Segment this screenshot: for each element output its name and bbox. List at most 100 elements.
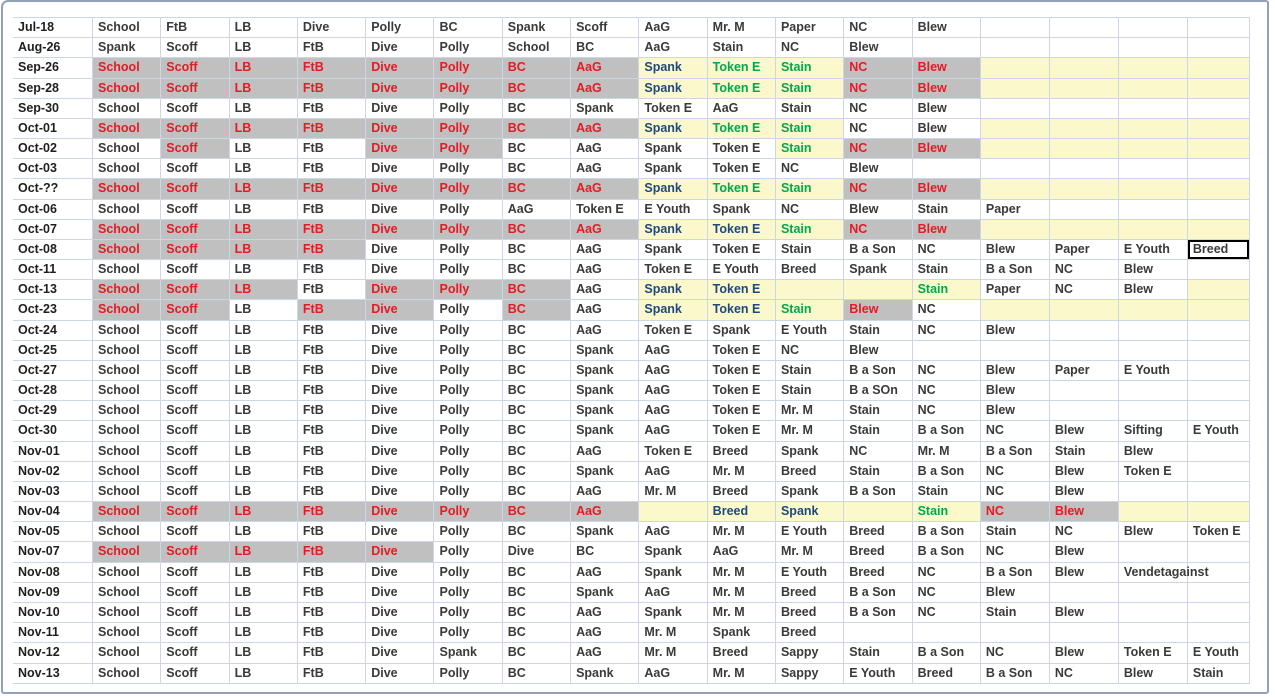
sheet-cell[interactable]: Breed [707, 643, 776, 664]
sheet-cell[interactable] [1187, 219, 1250, 240]
sheet-cell[interactable]: Dive [366, 260, 435, 281]
sheet-cell[interactable]: FtB [297, 139, 367, 160]
sheet-cell[interactable]: FtB [297, 643, 367, 664]
sheet-cell[interactable]: NC [980, 421, 1050, 442]
sheet-cell[interactable]: Spank [571, 340, 640, 361]
row-date-cell[interactable]: Nov-04 [13, 502, 93, 523]
sheet-cell[interactable]: Dive [366, 98, 435, 119]
sheet-cell[interactable]: Mr. M [639, 643, 708, 664]
sheet-cell[interactable]: AaG [639, 340, 708, 361]
sheet-cell[interactable]: Token E [707, 118, 776, 140]
sheet-cell[interactable]: Blew [980, 381, 1050, 402]
sheet-cell[interactable]: Token E [707, 381, 776, 402]
sheet-cell[interactable]: Token E [707, 421, 776, 442]
sheet-cell[interactable]: Mr. M [707, 602, 776, 624]
sheet-cell[interactable]: Dive [366, 542, 435, 563]
sheet-cell[interactable]: Polly [434, 381, 503, 402]
sheet-cell[interactable] [1118, 98, 1188, 119]
row-date-cell[interactable]: Nov-03 [13, 481, 93, 503]
sheet-cell[interactable]: Polly [434, 542, 503, 563]
sheet-cell[interactable]: LB [229, 582, 298, 603]
sheet-cell[interactable]: LB [229, 562, 298, 583]
sheet-cell[interactable]: Breed [844, 542, 913, 563]
sheet-cell[interactable]: Polly [434, 522, 503, 543]
sheet-cell[interactable]: Stain [775, 219, 845, 240]
sheet-cell[interactable]: Token E [707, 219, 776, 240]
sheet-cell[interactable]: Polly [366, 18, 435, 39]
sheet-cell[interactable]: AaG [571, 78, 640, 99]
sheet-cell[interactable]: FtB [297, 663, 367, 684]
sheet-cell[interactable]: NC [980, 502, 1050, 523]
sheet-cell[interactable]: FtB [297, 360, 367, 382]
sheet-cell[interactable]: Spank [639, 562, 708, 583]
sheet-cell[interactable]: FtB [297, 300, 367, 321]
sheet-cell[interactable]: BC [502, 179, 572, 200]
sheet-cell[interactable]: Spank [639, 139, 708, 160]
row-date-cell[interactable]: Oct-06 [13, 199, 93, 220]
sheet-cell[interactable]: Mr. M [707, 562, 776, 583]
row-date-cell[interactable]: Nov-12 [13, 643, 93, 664]
sheet-cell[interactable]: Token E [707, 58, 776, 79]
sheet-cell[interactable]: LB [229, 300, 298, 321]
sheet-cell[interactable]: Polly [434, 118, 503, 140]
sheet-cell[interactable]: Dive [366, 118, 435, 140]
sheet-cell[interactable]: Polly [434, 320, 503, 341]
sheet-cell[interactable]: Scoff [161, 562, 230, 583]
sheet-cell[interactable]: Polly [434, 280, 503, 301]
sheet-cell[interactable]: B a Son [980, 663, 1050, 684]
sheet-cell[interactable]: LB [229, 441, 298, 462]
sheet-cell[interactable]: Token E [707, 239, 776, 261]
sheet-cell[interactable]: Spank [571, 401, 640, 422]
sheet-cell[interactable]: Scoff [161, 481, 230, 503]
sheet-cell[interactable]: Token E [707, 300, 776, 321]
sheet-cell[interactable]: FtB [297, 179, 367, 200]
sheet-cell[interactable]: School [93, 663, 162, 684]
sheet-cell[interactable]: Stain [775, 78, 845, 99]
sheet-cell[interactable]: Dive [366, 461, 435, 482]
sheet-cell[interactable] [912, 340, 981, 361]
row-date-cell[interactable]: Nov-11 [13, 623, 93, 644]
sheet-cell[interactable]: Scoff [161, 78, 230, 99]
row-date-cell[interactable]: Aug-26 [13, 38, 93, 59]
sheet-cell[interactable]: NC [912, 602, 981, 624]
sheet-cell[interactable]: Spank [775, 441, 845, 462]
sheet-cell[interactable] [1118, 340, 1188, 361]
sheet-cell[interactable]: BC [502, 320, 572, 341]
sheet-cell[interactable]: FtB [297, 38, 367, 59]
sheet-cell[interactable]: Scoff [161, 582, 230, 603]
sheet-cell[interactable]: NC [844, 18, 913, 39]
sheet-cell[interactable]: Stain [775, 300, 845, 321]
sheet-cell[interactable]: E Youth [1118, 360, 1188, 382]
sheet-cell[interactable]: E Youth [707, 260, 776, 281]
sheet-cell[interactable]: Blew [1049, 562, 1119, 583]
sheet-cell[interactable]: School [93, 340, 162, 361]
sheet-cell[interactable]: Scoff [571, 18, 640, 39]
sheet-cell[interactable]: Mr. M [707, 522, 776, 543]
sheet-cell[interactable] [912, 38, 981, 59]
sheet-cell[interactable] [1118, 320, 1188, 341]
sheet-cell[interactable]: Polly [434, 139, 503, 160]
sheet-cell[interactable]: School [93, 98, 162, 119]
sheet-cell[interactable]: AaG [639, 461, 708, 482]
sheet-cell[interactable]: BC [502, 582, 572, 603]
sheet-cell[interactable]: Stain [844, 320, 913, 341]
sheet-cell[interactable]: BC [502, 522, 572, 543]
sheet-cell[interactable]: Blew [912, 78, 981, 99]
sheet-cell[interactable]: Stain [912, 502, 981, 523]
sheet-cell[interactable]: Mr. M [639, 623, 708, 644]
sheet-cell[interactable]: Spank [639, 78, 708, 99]
sheet-cell[interactable]: AaG [571, 441, 640, 462]
sheet-cell[interactable]: Dive [366, 159, 435, 180]
sheet-cell[interactable]: Blew [1049, 643, 1119, 664]
sheet-cell[interactable]: E Youth [1187, 421, 1250, 442]
sheet-cell[interactable]: Spank [707, 623, 776, 644]
sheet-cell[interactable]: NC [912, 562, 981, 583]
sheet-cell[interactable]: Scoff [161, 139, 230, 160]
sheet-cell[interactable] [1118, 623, 1188, 644]
row-date-cell[interactable]: Oct-23 [13, 300, 93, 321]
sheet-cell[interactable]: NC [912, 401, 981, 422]
sheet-cell[interactable]: FtB [297, 280, 367, 301]
sheet-cell[interactable]: Token E [707, 360, 776, 382]
sheet-cell[interactable]: B a SOn [844, 381, 913, 402]
sheet-cell[interactable] [1049, 159, 1119, 180]
